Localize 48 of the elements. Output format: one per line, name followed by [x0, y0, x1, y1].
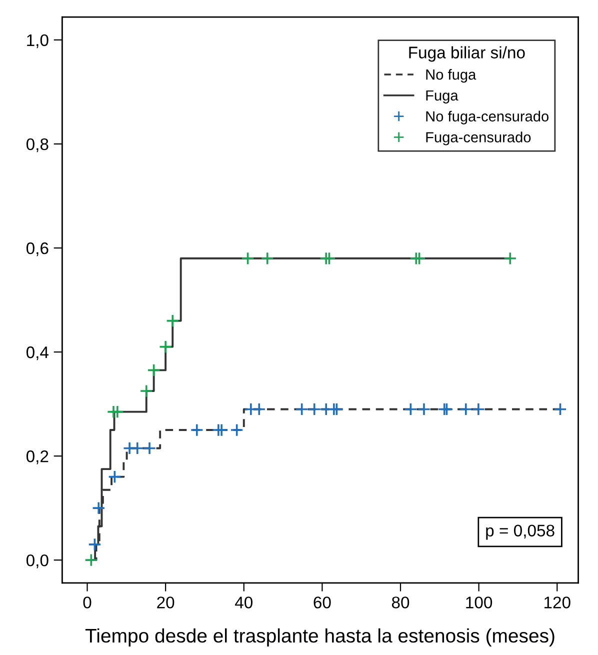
- y-tick-label: 1,0: [27, 34, 48, 48]
- point: [459, 402, 473, 416]
- x-tick-label: 60: [314, 596, 331, 608]
- point: [190, 423, 204, 437]
- point: [130, 442, 144, 455]
- point: [404, 402, 418, 416]
- x-axis-title: Tiempo desde el trasplante hasta la estenosis (meses): [85, 628, 554, 646]
- point: [140, 384, 154, 398]
- x-tick-label: 40: [234, 596, 252, 608]
- y-tick-label: 0,6: [26, 242, 48, 256]
- legend-label: No fuga-censurado: [426, 110, 548, 124]
- annotation: p = 0,058: [486, 524, 554, 540]
- point: [214, 423, 228, 437]
- legend-label: No fuga: [426, 69, 476, 83]
- point: [252, 402, 266, 416]
- y-tick-label: 0,2: [26, 450, 48, 464]
- point: [142, 442, 156, 455]
- point: [554, 402, 567, 416]
- y-tick-label: 0,8: [26, 138, 48, 152]
- point: [322, 252, 336, 266]
- legend-title: Fuga biliar si/no: [409, 46, 525, 62]
- y-tick-label: 0,4: [26, 346, 49, 360]
- x-tick-label: 120: [544, 596, 570, 608]
- x-tick-label: 20: [157, 596, 174, 608]
- point: [230, 423, 244, 437]
- point: [260, 252, 274, 266]
- point: [88, 538, 102, 552]
- point: [417, 402, 431, 416]
- x-tick-label: 80: [392, 596, 410, 608]
- legend-label: Fuga: [426, 90, 458, 104]
- point: [295, 402, 309, 416]
- point: [84, 553, 98, 567]
- legend-label: Fuga-censurado: [426, 132, 531, 146]
- point: [330, 402, 344, 416]
- point: [412, 252, 426, 266]
- y-tick-label: 0,0: [26, 554, 48, 568]
- point: [241, 252, 255, 266]
- point: [147, 363, 161, 377]
- point: [158, 340, 172, 354]
- point: [503, 252, 517, 266]
- x-tick-label: 100: [466, 596, 492, 608]
- x-tick-label: 0: [83, 596, 92, 608]
- point: [166, 314, 180, 328]
- point: [110, 405, 124, 419]
- point: [92, 501, 106, 515]
- point: [108, 470, 122, 484]
- point: [308, 402, 322, 416]
- point: [472, 402, 486, 416]
